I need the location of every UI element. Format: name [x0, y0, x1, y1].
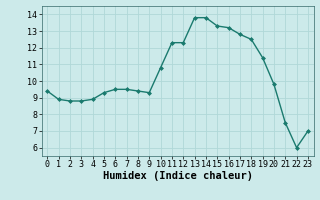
X-axis label: Humidex (Indice chaleur): Humidex (Indice chaleur) — [103, 171, 252, 181]
